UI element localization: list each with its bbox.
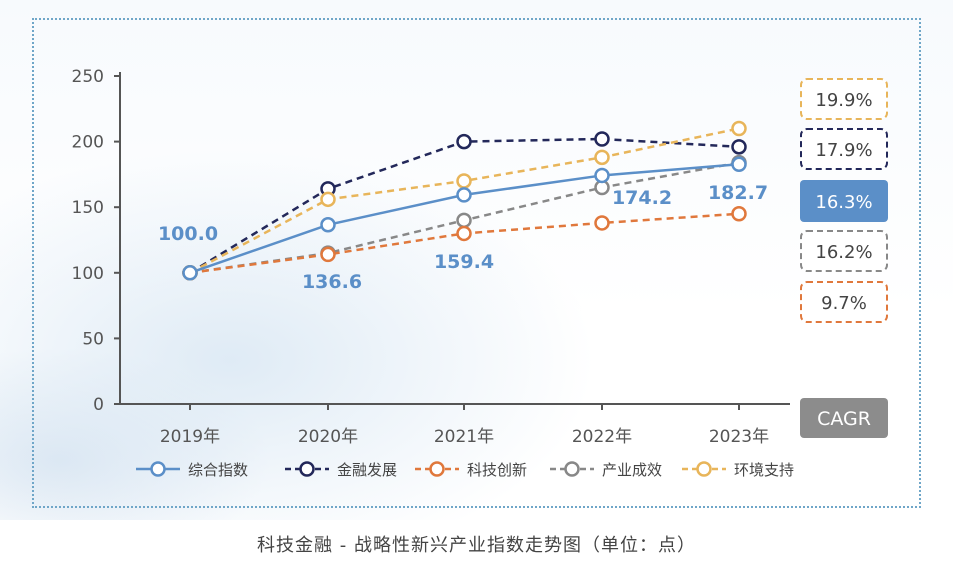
data-point [731, 206, 747, 222]
legend-label: 综合指数 [188, 461, 248, 479]
data-point [456, 225, 472, 242]
data-point [731, 139, 747, 155]
data-point [731, 120, 747, 137]
cagr-box [800, 128, 888, 170]
x-tick-label: 2022年 [572, 427, 632, 447]
cagr-value: 16.2% [815, 242, 872, 263]
y-tick-label: 150 [72, 198, 104, 218]
cagr-box [800, 78, 888, 120]
data-point [456, 212, 472, 229]
chart-frame [32, 18, 921, 508]
y-tick-label: 100 [72, 264, 104, 284]
data-label: 159.4 [434, 251, 494, 273]
cagr-value: 19.9% [815, 90, 872, 111]
data-point [731, 156, 747, 173]
x-tick-label: 2023年 [709, 427, 769, 447]
cagr-value: 9.7% [821, 293, 867, 314]
y-tick-label: 0 [93, 395, 104, 415]
cagr-label-box [800, 398, 888, 438]
data-label: 100.0 [158, 223, 218, 245]
legend-marker [429, 461, 445, 477]
data-point [182, 265, 198, 281]
cagr-value: 16.3% [815, 192, 872, 213]
legend-marker [564, 461, 580, 477]
y-tick-label: 250 [72, 67, 104, 87]
cagr-label: CAGR [817, 408, 871, 430]
legend-marker [299, 461, 315, 477]
line-chart: 0 50 100 150 200 250 2019年 2020年 2021年 2022年 2023年… [72, 67, 888, 479]
legend-label: 产业成效 [602, 461, 662, 479]
data-label: 182.7 [708, 182, 768, 204]
cagr-value: 17.9% [815, 140, 872, 161]
data-point [594, 131, 610, 147]
x-tick-label: 2021年 [434, 427, 494, 447]
x-tick-label: 2020年 [298, 427, 358, 447]
data-point [320, 246, 336, 263]
data-point [456, 173, 472, 189]
data-label: 174.2 [612, 187, 672, 209]
cagr-box [800, 230, 888, 272]
legend-label: 科技创新 [467, 461, 527, 479]
data-point [320, 191, 336, 208]
y-tick-label: 200 [72, 133, 104, 153]
cagr-box [800, 281, 888, 323]
data-point [594, 215, 610, 231]
data-point [320, 217, 336, 233]
cagr-box [800, 180, 888, 222]
legend-label: 金融发展 [337, 461, 397, 479]
data-point [456, 187, 472, 203]
legend-marker [150, 461, 166, 477]
data-point [456, 133, 472, 150]
background [0, 0, 953, 520]
data-label: 136.6 [302, 271, 362, 293]
data-point [594, 167, 610, 184]
legend-marker [696, 461, 712, 477]
x-tick-label: 2019年 [160, 427, 220, 447]
chart-caption: 科技金融 - 战略性新兴产业指数走势图（单位：点） [257, 535, 696, 556]
y-tick-label: 50 [82, 329, 104, 349]
data-point [594, 149, 610, 166]
legend-label: 环境支持 [734, 461, 794, 479]
